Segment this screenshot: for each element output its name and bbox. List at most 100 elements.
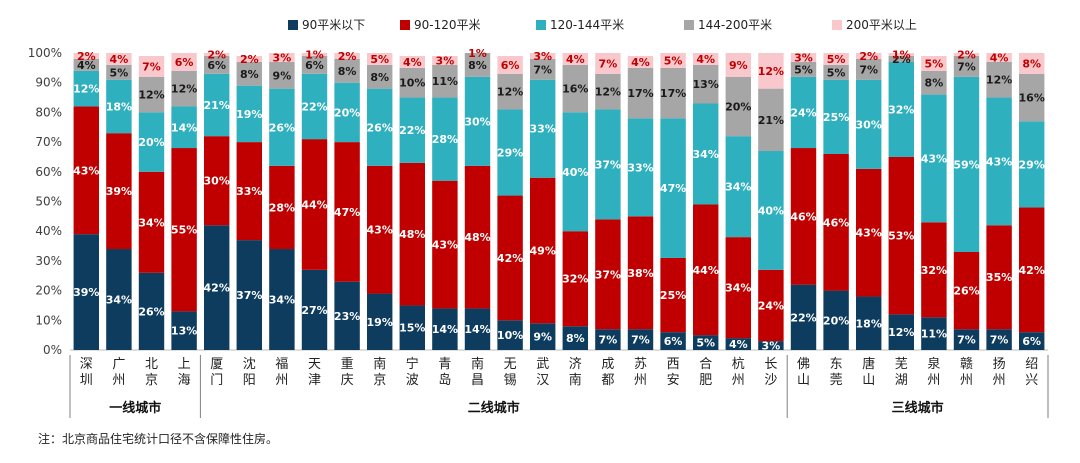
bar-segment <box>399 55 426 68</box>
bar-segment <box>627 67 654 119</box>
data-label: 20% <box>334 106 360 119</box>
bar-stack: 11% 32% 43% 8% 5% <box>921 55 947 350</box>
bar-segment <box>1018 73 1045 122</box>
bar-segment <box>269 165 295 250</box>
category-label: 南 <box>471 356 484 372</box>
bar-stack: 8% 32% 40% 16% 4% <box>562 53 588 350</box>
bar-segment <box>627 329 654 350</box>
data-label: 6% <box>175 56 194 69</box>
bar-segment <box>660 257 686 333</box>
bar-segment <box>888 55 915 62</box>
data-label: 30% <box>464 115 490 128</box>
category-label: 湖 <box>895 373 908 388</box>
bar-segment <box>399 97 426 163</box>
y-tick-label: 40% <box>35 224 62 238</box>
data-label: 14% <box>464 323 490 336</box>
bar-segment <box>790 284 817 350</box>
category-label: 莞 <box>830 373 843 388</box>
bar-segment <box>823 153 849 291</box>
bar-stack: 7% 37% 37% 12% 7% <box>595 53 621 350</box>
bar-segment <box>138 112 165 172</box>
bar-segment <box>1018 121 1045 208</box>
data-label: 42% <box>497 252 523 265</box>
data-label: 7% <box>533 63 552 76</box>
group-label: 一线城市 <box>109 400 161 416</box>
data-label: 34% <box>138 216 164 229</box>
data-label: 10% <box>399 77 425 90</box>
category-label: 苏 <box>634 356 647 372</box>
bar-segment <box>953 55 980 77</box>
category-label: 赣 <box>960 357 973 372</box>
bar-segment <box>366 53 393 65</box>
bar-segment <box>725 237 752 339</box>
category-label: 厦 <box>210 357 223 372</box>
bar-segment <box>1018 332 1045 350</box>
bar-segment <box>301 73 328 140</box>
bar-segment <box>823 64 849 80</box>
bar-segment <box>921 70 947 95</box>
data-label: 16% <box>562 83 588 96</box>
data-label: 30% <box>856 118 882 131</box>
bar-stack: 42% 30% 21% 6%2% <box>204 48 230 350</box>
category-label: 绍 <box>1025 357 1038 372</box>
bar-segment <box>464 165 491 309</box>
y-tick-label: 70% <box>35 135 62 149</box>
bar-stack: 20% 46% 25% 5%5% <box>823 53 849 350</box>
data-label: 8% <box>1022 57 1041 70</box>
data-label: 33% <box>236 185 262 198</box>
data-label: 26% <box>953 285 979 298</box>
bar-segment <box>855 168 882 297</box>
category-label: 津 <box>308 373 321 388</box>
bar-segment <box>399 162 426 306</box>
bar-stack: 39% 43% 12% 4%2% <box>73 50 99 350</box>
data-label: 2% <box>892 53 911 66</box>
bar-segment <box>725 136 752 238</box>
category-label: 武 <box>536 357 549 372</box>
bar-segment <box>627 55 654 68</box>
data-label: 33% <box>627 161 653 174</box>
data-label: 29% <box>497 146 523 159</box>
data-label: 21% <box>758 114 784 127</box>
category-label: 深 <box>80 357 93 372</box>
legend-label: 90平米以下 <box>302 18 365 32</box>
bar-stack: 5% 44% 34% 13% 4% <box>693 53 719 350</box>
category-label: 福 <box>275 357 288 372</box>
bar-segment <box>171 53 197 71</box>
data-label: 47% <box>334 206 360 219</box>
bar-segment <box>986 53 1012 62</box>
data-label: 16% <box>1019 92 1045 105</box>
bar-segment <box>562 112 589 232</box>
bar-segment <box>269 88 295 166</box>
bar-segment <box>106 53 132 65</box>
category-label: 兴 <box>1025 373 1038 388</box>
data-label: 3% <box>436 54 455 67</box>
data-label: 12% <box>758 65 784 78</box>
bar-segment <box>497 320 523 350</box>
bar-segment <box>725 76 752 137</box>
data-label: 27% <box>301 304 327 317</box>
data-label: 40% <box>562 166 588 179</box>
bar-segment <box>595 73 621 110</box>
category-label: 天 <box>308 357 321 372</box>
data-label: 47% <box>660 182 686 195</box>
bar-segment <box>464 53 491 77</box>
data-label: 3% <box>533 50 552 63</box>
data-label: 20% <box>725 100 751 113</box>
bar-stack: 34% 28% 26% 9% 3% <box>269 51 295 350</box>
bar-segment <box>203 73 230 137</box>
category-label: 州 <box>927 373 940 388</box>
bar-segment <box>758 341 784 350</box>
data-label: 21% <box>204 99 230 112</box>
data-label: 40% <box>758 204 784 217</box>
bar-segment <box>171 106 197 149</box>
bar-segment <box>725 53 752 77</box>
data-label: 53% <box>888 230 914 243</box>
bar-segment <box>366 64 393 89</box>
bar-segment <box>366 88 393 166</box>
data-label: 14% <box>432 323 458 336</box>
data-label: 7% <box>599 57 618 70</box>
bar-segment <box>986 97 1012 226</box>
category-label: 西 <box>667 357 680 372</box>
bar-stack: 12% 53% 32% 2%1% <box>888 48 914 350</box>
bar-segment <box>529 323 556 350</box>
